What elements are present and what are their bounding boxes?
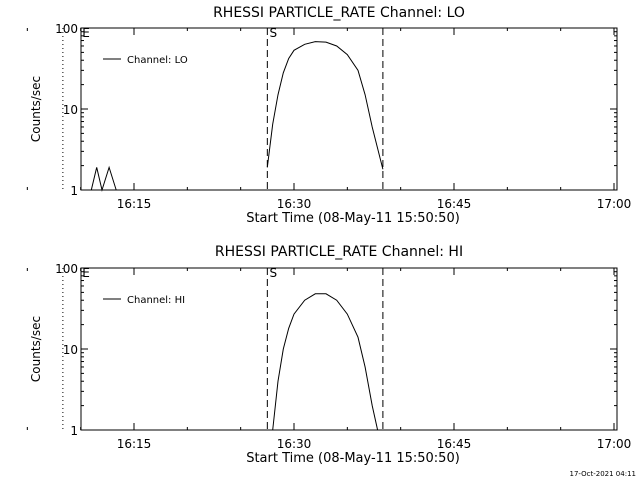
x-tick-label: 16:45 [437,197,472,211]
x-tick-label: 17:00 [597,437,632,451]
x-axis-label: Start Time (08-May-11 15:50:50) [246,451,460,466]
y-tick-label: 10 [63,343,78,357]
y-tick-label: 10 [63,103,78,117]
series-line [90,165,117,192]
x-tick-label: 16:30 [277,197,312,211]
footer-timestamp: 17-Oct-2021 04:11 [570,470,636,478]
chart-panel-lo: RHESSI PARTICLE_RATE Channel: LO 1 10 100 16… [26,5,632,226]
x-tick-label: 16:15 [117,197,152,211]
series-line [272,293,379,431]
marker-label: S [270,26,278,40]
y-tick-label: 100 [55,262,78,276]
x-axis-label: Start Time (08-May-11 15:50:50) [246,211,460,226]
y-axis-label: Counts/sec [29,76,43,142]
chart-title: RHESSI PARTICLE_RATE Channel: LO [213,5,465,21]
x-tick-label: 17:00 [597,197,632,211]
plot-frame [80,27,618,191]
y-axis-label: Counts/sec [29,316,43,382]
legend-label: Channel: HI [127,295,185,306]
legend-label: Channel: LO [127,55,188,66]
marker-label: E [82,266,90,280]
marker-label: S [270,266,278,280]
x-tick-label: 16:45 [437,437,472,451]
chart-title: RHESSI PARTICLE_RATE Channel: HI [215,244,463,260]
x-tick-label: 16:30 [277,437,312,451]
series-line [266,41,384,170]
y-tick-label: 1 [70,424,78,438]
marker-label: E [82,26,90,40]
x-tick-label: 16:15 [117,437,152,451]
y-tick-label: 100 [55,22,78,36]
plot-frame [80,267,618,431]
y-tick-label: 1 [70,184,78,198]
chart-panel-hi: RHESSI PARTICLE_RATE Channel: HI 1 10 100 16… [26,244,632,466]
